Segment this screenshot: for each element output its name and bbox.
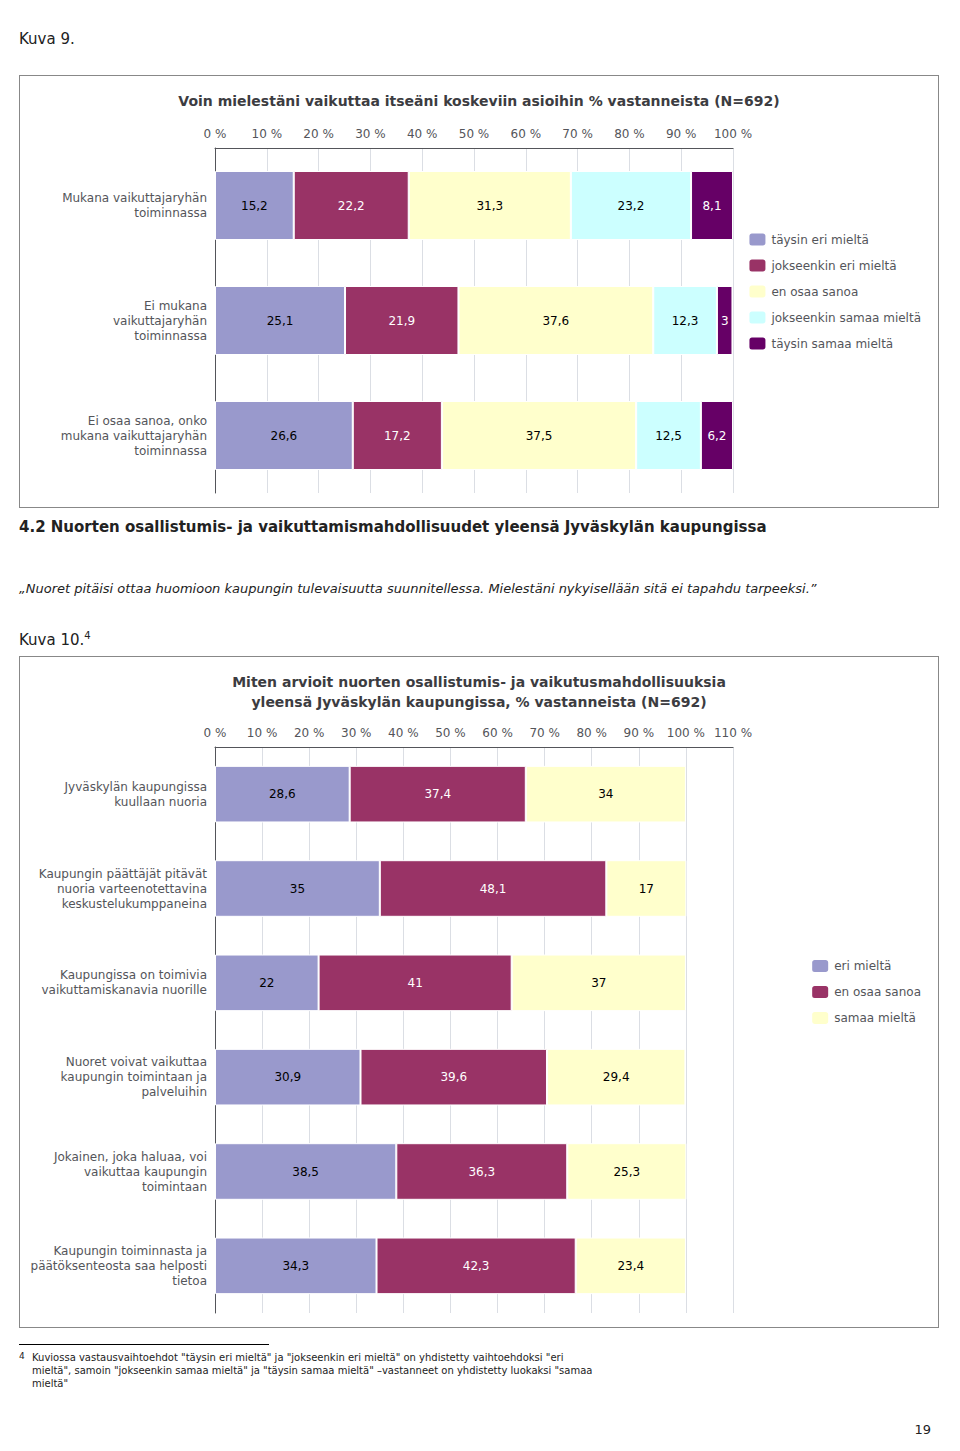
svg-text:39,6: 39,6 [440,1070,467,1084]
svg-text:mukana vaikuttajaryhän: mukana vaikuttajaryhän [61,429,207,443]
svg-text:37,6: 37,6 [542,314,569,328]
svg-text:34: 34 [598,787,613,801]
svg-text:37: 37 [591,976,606,990]
svg-text:34,3: 34,3 [282,1259,309,1273]
html-text:19: 19 [914,1422,931,1437]
svg-text:päätöksenteosta saa helposti: päätöksenteosta saa helposti [31,1259,207,1273]
svg-text:37,4: 37,4 [424,787,451,801]
svg-text:26,6: 26,6 [271,429,298,443]
svg-text:70 %: 70 % [562,127,593,141]
svg-text:48,1: 48,1 [480,882,507,896]
svg-text:60 %: 60 % [482,726,513,740]
svg-text:30,9: 30,9 [274,1070,301,1084]
svg-text:25,1: 25,1 [267,314,294,328]
svg-text:40 %: 40 % [388,726,419,740]
svg-text:41: 41 [407,976,422,990]
svg-text:15,2: 15,2 [241,199,268,213]
svg-text:50 %: 50 % [459,127,490,141]
svg-text:38,5: 38,5 [292,1165,319,1179]
svg-text:3: 3 [721,314,729,328]
svg-text:22: 22 [259,976,274,990]
svg-text:vaikuttajaryhän: vaikuttajaryhän [113,314,207,328]
svg-text:keskustelukumppaneina: keskustelukumppaneina [62,897,207,911]
svg-text:80 %: 80 % [576,726,607,740]
svg-text:30 %: 30 % [355,127,386,141]
svg-text:Kaupungin päättäjät pitävät: Kaupungin päättäjät pitävät [39,867,208,881]
svg-text:40 %: 40 % [407,127,438,141]
svg-text:0 %: 0 % [204,726,227,740]
svg-text:50 %: 50 % [435,726,466,740]
svg-text:Nuoret voivat vaikuttaa: Nuoret voivat vaikuttaa [66,1055,207,1069]
svg-text:12,3: 12,3 [672,314,699,328]
svg-text:toiminnassa: toiminnassa [134,444,207,458]
svg-text:6,2: 6,2 [707,429,726,443]
svg-text:100 %: 100 % [714,127,752,141]
svg-text:36,3: 36,3 [468,1165,495,1179]
svg-text:nuoria varteenotettavina: nuoria varteenotettavina [57,882,207,896]
svg-text:tietoa: tietoa [172,1274,207,1288]
svg-text:80 %: 80 % [614,127,645,141]
html-text:4.2 Nuorten osallistumis- ja v: 4.2 Nuorten osallistumis- ja vaikuttamis… [19,518,767,536]
svg-text:25,3: 25,3 [613,1165,640,1179]
svg-text:31,3: 31,3 [476,199,503,213]
svg-text:Voin mielestäni vaikuttaa itse: Voin mielestäni vaikuttaa itseäni koskev… [178,93,779,109]
svg-text:28,6: 28,6 [269,787,296,801]
svg-text:10 %: 10 % [252,127,282,141]
svg-text:90 %: 90 % [666,127,697,141]
svg-text:Ei mukana: Ei mukana [144,299,207,313]
svg-text:17,2: 17,2 [384,429,411,443]
svg-text:29,4: 29,4 [603,1070,630,1084]
svg-text:Kaupungissa on toimivia: Kaupungissa on toimivia [60,968,207,982]
svg-text:23,4: 23,4 [617,1259,644,1273]
svg-text:Ei osaa sanoa, onko: Ei osaa sanoa, onko [88,414,207,428]
svg-text:Kaupungin toiminnasta ja: Kaupungin toiminnasta ja [53,1244,207,1258]
svg-text:palveluihin: palveluihin [141,1085,207,1099]
html-text:4: 4 [19,1351,25,1361]
svg-text:35: 35 [290,882,305,896]
html-text:„Nuoret pitäisi ottaa huomioon: „Nuoret pitäisi ottaa huomioon kaupungin… [19,581,817,596]
svg-text:vaikuttamiskanavia nuorille: vaikuttamiskanavia nuorille [41,983,207,997]
svg-text:60 %: 60 % [511,127,542,141]
svg-text:toiminnassa: toiminnassa [134,329,207,343]
svg-text:22,2: 22,2 [338,199,365,213]
svg-text:42,3: 42,3 [463,1259,490,1273]
svg-text:täysin samaa mieltä: täysin samaa mieltä [771,337,893,351]
svg-text:Miten arvioit nuorten osallist: Miten arvioit nuorten osallistumis- ja v… [232,674,726,690]
svg-text:23,2: 23,2 [618,199,645,213]
svg-text:Jyväskylän kaupungissa: Jyväskylän kaupungissa [64,780,207,794]
svg-text:jokseenkin samaa mieltä: jokseenkin samaa mieltä [770,311,921,325]
svg-text:10 %: 10 % [247,726,277,740]
html-text:Kuva 10.4: Kuva 10.4 [19,630,91,649]
svg-text:20 %: 20 % [303,127,334,141]
svg-text:90 %: 90 % [624,726,655,740]
svg-text:yleensä Jyväskylän kaupungissa: yleensä Jyväskylän kaupungissa, % vastan… [251,694,706,710]
svg-text:en osaa sanoa: en osaa sanoa [771,285,858,299]
html-text:Kuva 9.: Kuva 9. [19,30,75,48]
svg-text:100 %: 100 % [667,726,705,740]
svg-text:täysin eri mieltä: täysin eri mieltä [771,233,868,247]
svg-text:kaupungin toimintaan ja: kaupungin toimintaan ja [61,1070,207,1084]
svg-text:Mukana vaikuttajaryhän: Mukana vaikuttajaryhän [62,191,207,205]
svg-text:20 %: 20 % [294,726,325,740]
svg-text:70 %: 70 % [529,726,560,740]
svg-text:21,9: 21,9 [388,314,415,328]
svg-text:8,1: 8,1 [702,199,721,213]
svg-text:samaa mieltä: samaa mieltä [834,1011,916,1025]
svg-text:vaikuttaa kaupungin: vaikuttaa kaupungin [84,1165,207,1179]
html-text:Kuviossa vastausvaihtoehdot "t: Kuviossa vastausvaihtoehdot "täysin eri … [32,1352,593,1389]
svg-text:12,5: 12,5 [655,429,682,443]
svg-text:110 %: 110 % [714,726,752,740]
svg-text:30 %: 30 % [341,726,372,740]
svg-text:0 %: 0 % [204,127,227,141]
svg-text:Jokainen, joka haluaa, voi: Jokainen, joka haluaa, voi [53,1150,207,1164]
svg-text:jokseenkin eri mieltä: jokseenkin eri mieltä [770,259,896,273]
svg-text:toiminnassa: toiminnassa [134,206,207,220]
svg-text:toimintaan: toimintaan [142,1180,207,1194]
svg-text:en osaa sanoa: en osaa sanoa [834,985,921,999]
svg-text:37,5: 37,5 [526,429,553,443]
svg-text:kuullaan nuoria: kuullaan nuoria [114,795,207,809]
svg-text:eri mieltä: eri mieltä [834,959,891,973]
svg-text:17: 17 [639,882,654,896]
